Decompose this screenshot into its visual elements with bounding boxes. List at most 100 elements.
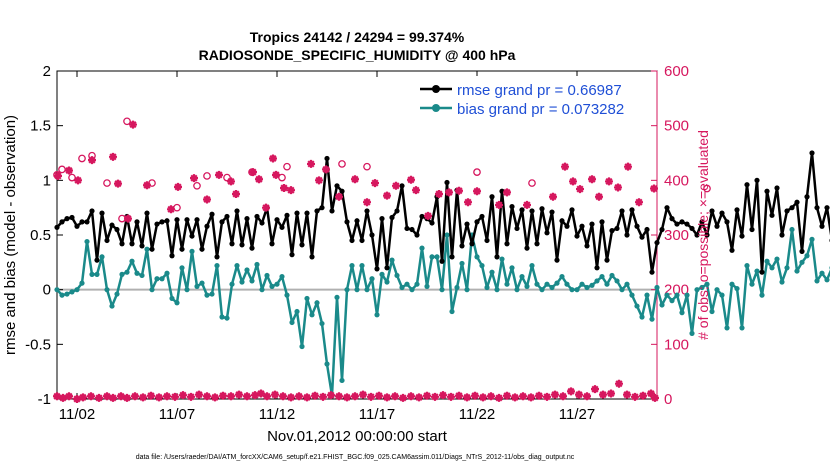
bias-series-point [249,278,255,284]
rmse-series-point [329,208,335,214]
bias-series-point [464,287,470,293]
bias-series-point [679,310,685,316]
bias-series-point [69,289,75,295]
rmse-series-point [249,245,255,251]
rmse-series-point [349,237,355,244]
bias-series-point [459,260,465,267]
bias-series-point [294,308,300,315]
rmse-series-point [689,225,695,232]
obs-evaluated-marker [351,392,359,401]
rmse-series-point [509,203,515,210]
obs-evaluated-marker [65,166,73,175]
bias-series-point [699,284,705,291]
rmse-series-point [564,223,570,229]
bias-series-point [204,292,210,298]
rmse-series-point [194,217,200,223]
rmse-series-point [119,241,125,247]
rmse-series-point [214,254,220,260]
bias-series-point [199,280,205,286]
obs-evaluated-marker [607,389,615,398]
y-left-tick-label: -1 [38,391,51,408]
bias-series-point [89,271,95,277]
bias-series-point [259,287,265,293]
rmse-series-point [69,214,75,221]
bias-series-point [264,272,270,279]
bias-series-point [54,287,60,293]
x-tick-label: 11/12 [259,406,295,423]
bias-series-point [619,287,625,293]
y-right-tick-label: 400 [664,172,689,189]
bias-series-point [494,287,500,293]
x-tick-label: 11/02 [59,406,95,423]
y-axis-label-right: # of obs: o=possible; ×=evaluated [695,130,711,340]
rmse-series-point [819,223,825,229]
obs-evaluated-marker [407,175,415,184]
rmse-series-point [459,243,465,249]
obs-evaluated-marker [650,184,658,193]
bias-series-point [489,269,495,275]
rmse-series-point [219,219,225,225]
obs-evaluated-marker [179,391,187,400]
bias-series-point [319,320,325,327]
obs-evaluated-marker [371,179,379,188]
obs-evaluated-marker [614,183,622,192]
bias-series-point [674,292,680,298]
obs-evaluated-marker [315,176,323,185]
rmse-series-point [784,208,790,214]
bias-series-point [789,226,795,233]
rmse-series-point [669,216,675,222]
bias-series-point [474,254,480,260]
obs-evaluated-marker [503,188,511,197]
rmse-series-point [114,226,120,233]
x-axis-label: Nov.01,2012 00:00:00 start [267,428,448,445]
rmse-series-point [814,205,820,211]
rmse-series-point [569,207,575,213]
obs-evaluated-marker [615,379,623,388]
bias-series-point [309,312,315,318]
bias-series-point [444,232,450,238]
bias-series-point [804,253,810,259]
rmse-series-point [59,219,65,225]
obs-evaluated-marker [543,392,551,401]
rmse-series-point [539,206,545,212]
bias-series-point [339,377,345,384]
obs-evaluated-marker [647,389,655,398]
obs-evaluated-marker [195,390,203,399]
bias-series-point [479,263,485,269]
x-tick-label: 11/27 [559,406,595,423]
obs-evaluated-marker [87,392,95,401]
obs-evaluated-marker [307,159,315,168]
obs-evaluated-marker [651,393,659,402]
rmse-series-point [239,242,245,248]
obs-possible-marker [173,203,181,212]
obs-evaluated-marker [383,393,391,402]
bias-series-point [664,292,670,298]
bias-series-point [79,280,85,286]
rmse-series-point [694,232,700,238]
obs-evaluated-marker [595,192,603,201]
bias-series-point [209,291,215,297]
obs-possible-marker [123,117,131,126]
obs-evaluated-marker [473,187,481,196]
rmse-series-point [584,243,590,249]
bias-series-point [749,281,755,287]
bias-series-point [414,281,420,287]
rmse-series-point [629,207,635,213]
bias-series-point [724,325,730,331]
obs-possible-marker [223,173,231,182]
legend-box [414,76,650,120]
rmse-series-point [224,213,230,220]
bias-series-point [624,281,630,287]
obs-evaluated-marker [527,393,535,402]
bias-series-point [629,292,635,298]
obs-evaluated-marker [103,392,111,401]
y-left-tick-label: -0.5 [25,336,51,353]
rmse-series-point [74,223,80,229]
bias-series-point [404,281,410,287]
bias-series-point [224,315,230,321]
bias-series-point [744,263,750,269]
obs-evaluated-marker [243,392,251,401]
bias-series-point [389,257,395,263]
x-tick-label: 11/07 [159,406,195,423]
obs-evaluated-marker [73,395,81,403]
